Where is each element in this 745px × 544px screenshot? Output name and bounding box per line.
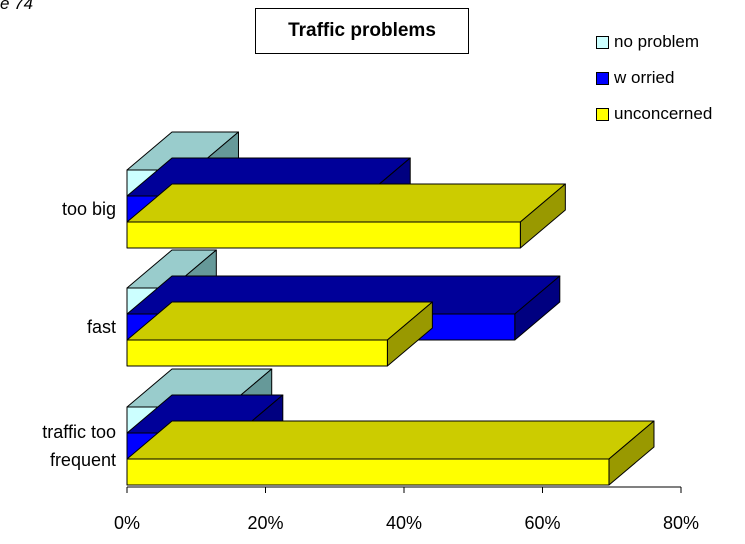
- x-tick-label: 80%: [663, 513, 699, 533]
- bar-unconcerned-2-top: [126, 420, 655, 460]
- bar-unconcerned-2: [126, 458, 610, 486]
- legend-label-worried: w orried: [614, 68, 675, 87]
- category-label: fast: [87, 317, 116, 337]
- bar-unconcerned-1-top: [126, 301, 433, 341]
- legend-item-worried: w orried: [596, 60, 712, 96]
- legend-item-no-problem: no problem: [596, 24, 712, 60]
- category-label: traffic too: [42, 422, 116, 442]
- bar-unconcerned-1: [126, 339, 388, 367]
- bar-unconcerned-0: [126, 221, 521, 249]
- category-label: too big: [62, 199, 116, 219]
- legend: no problem w orried unconcerned: [596, 24, 712, 132]
- x-tick-label: 20%: [247, 513, 283, 533]
- legend-swatch-unconcerned: [596, 107, 609, 121]
- bar-unconcerned-0-top: [126, 183, 566, 223]
- corner-label: e 74: [0, 0, 34, 13]
- x-tick-label: 0%: [114, 513, 140, 533]
- legend-swatch-worried: [596, 71, 609, 85]
- category-label: frequent: [50, 450, 116, 470]
- legend-label-unconcerned: unconcerned: [614, 104, 713, 123]
- legend-item-unconcerned: unconcerned: [596, 96, 712, 132]
- legend-swatch-no-problem: [596, 35, 609, 49]
- chart-title: Traffic problems: [255, 8, 469, 54]
- x-tick-label: 60%: [524, 513, 560, 533]
- chart-title-text: Traffic problems: [288, 20, 436, 41]
- x-tick-label: 40%: [386, 513, 422, 533]
- legend-label-no-problem: no problem: [614, 32, 700, 51]
